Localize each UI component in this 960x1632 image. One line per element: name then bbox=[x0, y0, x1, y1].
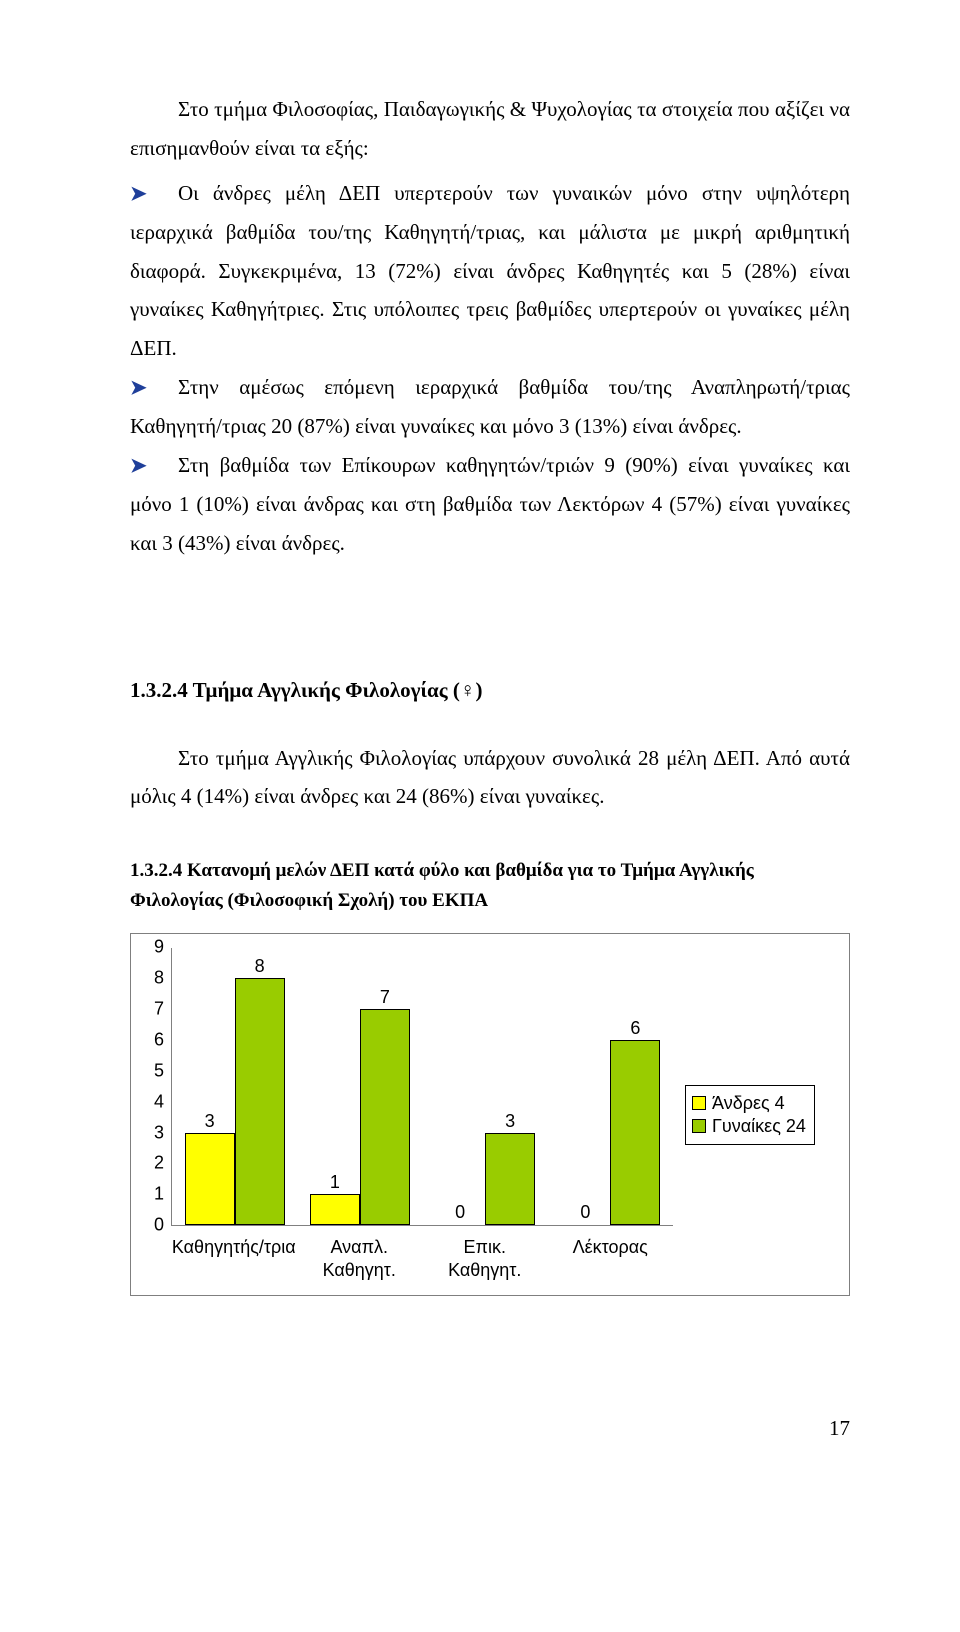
legend-label-men: Άνδρες 4 bbox=[712, 1093, 785, 1114]
chart-bar-women: 8 bbox=[235, 978, 285, 1225]
chart-ytick-label: 6 bbox=[154, 1029, 172, 1050]
chart-bars-layer: 38170306 bbox=[172, 948, 673, 1225]
chart-x-axis-labels: Καθηγητής/τριαΑναπλ.Καθηγητ.Επικ.Καθηγητ… bbox=[171, 1236, 673, 1281]
chart-bar-women: 7 bbox=[360, 1009, 410, 1225]
chart-caption: 1.3.2.4 Κατανομή μελών ΔΕΠ κατά φύλο και… bbox=[130, 856, 850, 915]
intro-paragraph: Στο τμήμα Φιλοσοφίας, Παιδαγωγικής & Ψυχ… bbox=[130, 90, 850, 168]
chart-bar-value-label: 3 bbox=[505, 1111, 515, 1134]
page-number: 17 bbox=[130, 1416, 850, 1441]
chart-x-axis-label: Επικ.Καθηγητ. bbox=[422, 1236, 548, 1281]
bullet-text: Στη βαθμίδα των Επίκουρων καθηγητών/τριώ… bbox=[130, 453, 850, 555]
chart-bar-women: 6 bbox=[610, 1040, 660, 1225]
chart-ytick-label: 2 bbox=[154, 1153, 172, 1174]
bullet-item: ➤Στην αμέσως επόμενη ιεραρχικά βαθμίδα τ… bbox=[130, 368, 850, 446]
legend-swatch-women bbox=[692, 1119, 706, 1133]
section-heading: 1.3.2.4 Τμήμα Αγγλικής Φιλολογίας (♀) bbox=[130, 678, 850, 703]
chart-bar-value-label: 8 bbox=[255, 956, 265, 979]
bullet-arrow-icon: ➤ bbox=[130, 370, 178, 407]
chart-bar-value-label: 0 bbox=[455, 1202, 465, 1225]
legend-item-men: Άνδρες 4 bbox=[692, 1093, 806, 1114]
chart-ytick-label: 1 bbox=[154, 1184, 172, 1205]
chart-plot-area: 38170306 0123456789 bbox=[171, 948, 673, 1226]
chart-bar-value-label: 6 bbox=[630, 1018, 640, 1041]
chart-category-slot: 03 bbox=[423, 948, 548, 1225]
bullet-text: Οι άνδρες μέλη ΔΕΠ υπερτερούν των γυναικ… bbox=[130, 181, 850, 361]
chart-bar-value-label: 3 bbox=[205, 1111, 215, 1134]
chart-x-axis-label: Λέκτορας bbox=[548, 1236, 674, 1281]
bullet-list: ➤Οι άνδρες μέλη ΔΕΠ υπερτερούν των γυναι… bbox=[130, 174, 850, 563]
chart-legend: Άνδρες 4 Γυναίκες 24 bbox=[685, 1085, 815, 1145]
chart-bar-men: 1 bbox=[310, 1194, 360, 1225]
chart-x-axis-label: Αναπλ.Καθηγητ. bbox=[297, 1236, 423, 1281]
bullet-arrow-icon: ➤ bbox=[130, 448, 178, 485]
chart-container: 38170306 0123456789 Καθηγητής/τριαΑναπλ.… bbox=[130, 933, 850, 1296]
bullet-item: ➤Οι άνδρες μέλη ΔΕΠ υπερτερούν των γυναι… bbox=[130, 174, 850, 368]
chart-bar-value-label: 7 bbox=[380, 987, 390, 1010]
chart-x-axis-label: Καθηγητής/τρια bbox=[171, 1236, 297, 1281]
bullet-item: ➤Στη βαθμίδα των Επίκουρων καθηγητών/τρι… bbox=[130, 446, 850, 563]
chart-ytick-label: 4 bbox=[154, 1091, 172, 1112]
chart-bar-value-label: 0 bbox=[580, 1202, 590, 1225]
bullet-text: Στην αμέσως επόμενη ιεραρχικά βαθμίδα το… bbox=[130, 375, 850, 438]
legend-label-women: Γυναίκες 24 bbox=[712, 1116, 806, 1137]
section-body: Στο τμήμα Αγγλικής Φιλολογίας υπάρχουν σ… bbox=[130, 739, 850, 817]
chart-ytick-label: 9 bbox=[154, 937, 172, 958]
chart-ytick-label: 7 bbox=[154, 998, 172, 1019]
chart-bar-value-label: 1 bbox=[330, 1172, 340, 1195]
chart-category-slot: 17 bbox=[297, 948, 422, 1225]
chart-bar-men: 3 bbox=[185, 1133, 235, 1226]
chart-plot-wrap: 38170306 0123456789 Καθηγητής/τριαΑναπλ.… bbox=[141, 948, 673, 1281]
chart-ytick-label: 8 bbox=[154, 968, 172, 989]
chart-ytick-label: 5 bbox=[154, 1060, 172, 1081]
chart-ytick-label: 3 bbox=[154, 1122, 172, 1143]
chart-ytick-label: 0 bbox=[154, 1215, 172, 1236]
chart-category-slot: 38 bbox=[172, 948, 297, 1225]
chart-category-slot: 06 bbox=[548, 948, 673, 1225]
legend-item-women: Γυναίκες 24 bbox=[692, 1116, 806, 1137]
chart-bar-women: 3 bbox=[485, 1133, 535, 1226]
bullet-arrow-icon: ➤ bbox=[130, 176, 178, 213]
legend-swatch-men bbox=[692, 1096, 706, 1110]
